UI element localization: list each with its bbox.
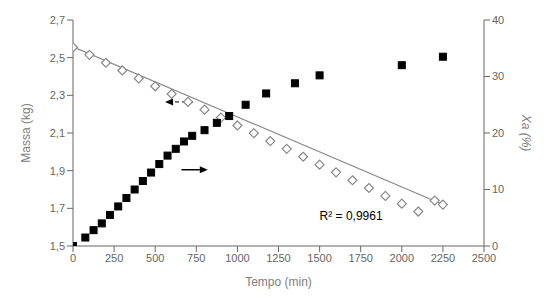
svg-text:0: 0 <box>70 252 76 264</box>
svg-text:2250: 2250 <box>431 252 455 264</box>
svg-text:500: 500 <box>146 252 164 264</box>
svg-text:1,9: 1,9 <box>50 165 65 177</box>
svg-text:2,1: 2,1 <box>50 127 65 139</box>
svg-text:R² = 0,9961: R² = 0,9961 <box>320 209 383 223</box>
svg-text:2,5: 2,5 <box>50 52 65 64</box>
svg-text:Xa (%): Xa (%) <box>519 114 533 152</box>
svg-text:1500: 1500 <box>307 252 331 264</box>
svg-text:1,7: 1,7 <box>50 202 65 214</box>
svg-text:250: 250 <box>105 252 123 264</box>
svg-text:0: 0 <box>492 240 498 252</box>
svg-text:2,7: 2,7 <box>50 14 65 26</box>
svg-text:40: 40 <box>492 14 504 26</box>
svg-text:2,3: 2,3 <box>50 89 65 101</box>
svg-text:1000: 1000 <box>225 252 249 264</box>
svg-text:30: 30 <box>492 70 504 82</box>
svg-text:1750: 1750 <box>348 252 372 264</box>
svg-text:20: 20 <box>492 127 504 139</box>
svg-text:750: 750 <box>187 252 205 264</box>
svg-text:2500: 2500 <box>472 252 496 264</box>
svg-text:2000: 2000 <box>390 252 414 264</box>
svg-text:Massa (kg): Massa (kg) <box>19 103 33 162</box>
svg-text:10: 10 <box>492 183 504 195</box>
svg-text:1250: 1250 <box>266 252 290 264</box>
svg-text:Tempo (min): Tempo (min) <box>245 275 312 289</box>
svg-text:1,5: 1,5 <box>50 240 65 252</box>
